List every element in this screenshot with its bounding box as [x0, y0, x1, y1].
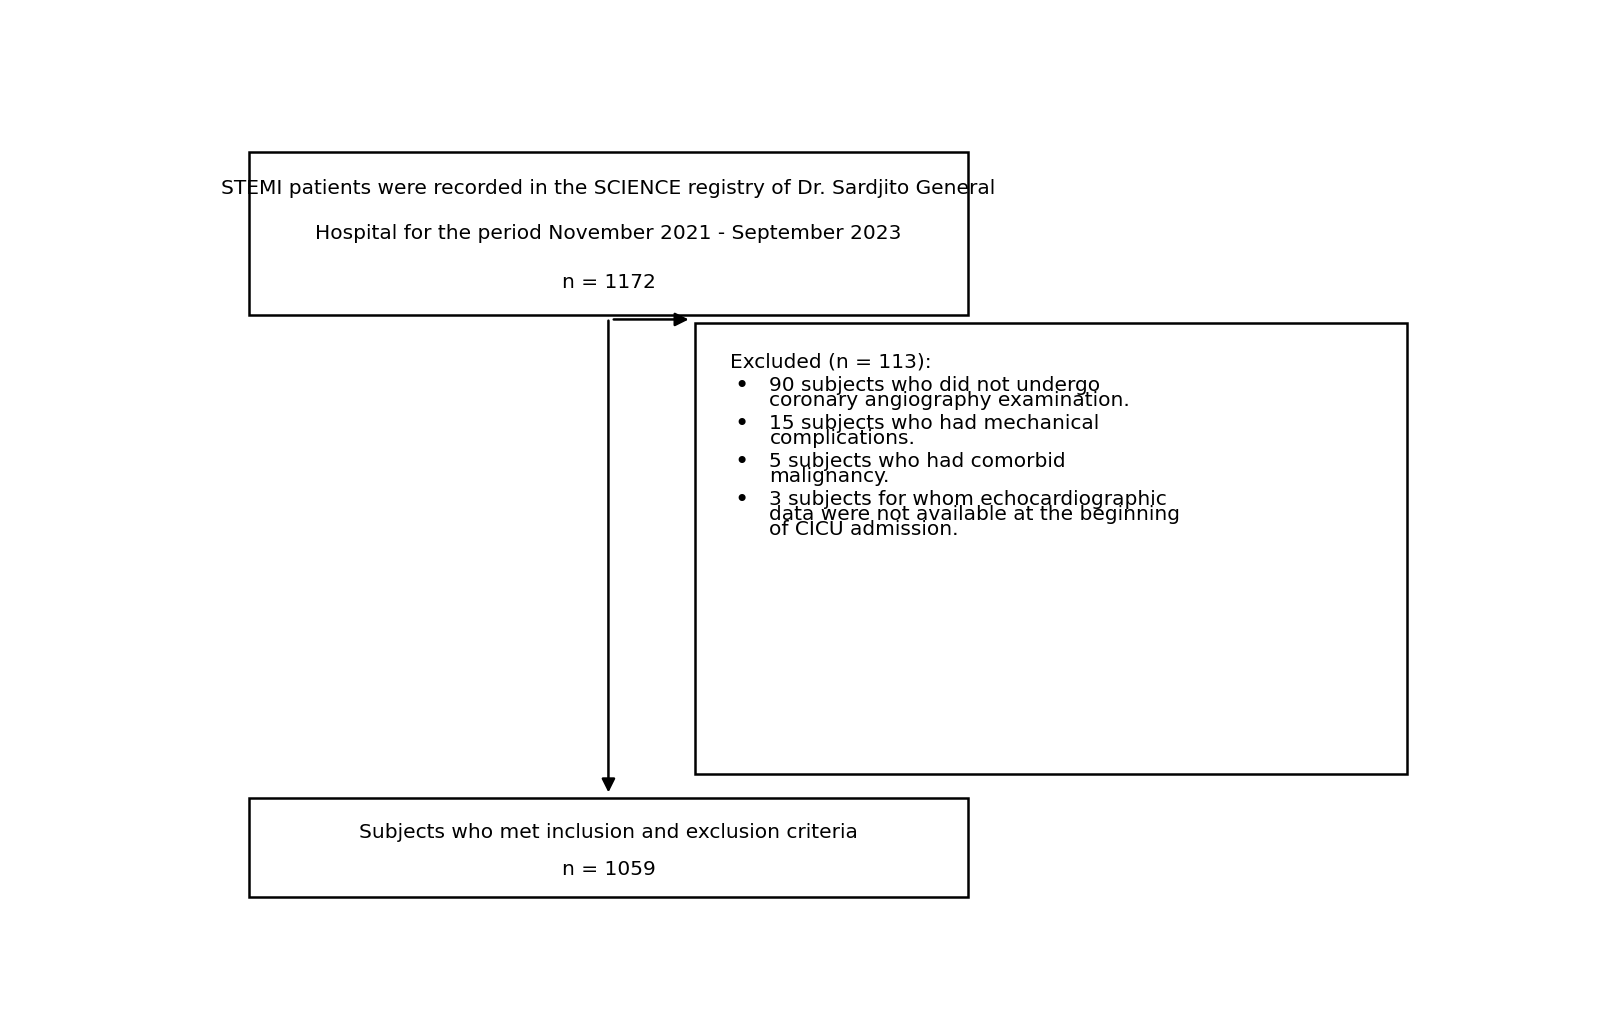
- Text: Hospital for the period November 2021 - September 2023: Hospital for the period November 2021 - …: [315, 225, 901, 243]
- Text: data were not available at the beginning: data were not available at the beginning: [770, 505, 1181, 525]
- FancyBboxPatch shape: [695, 323, 1408, 774]
- Text: 5 subjects who had comorbid: 5 subjects who had comorbid: [770, 452, 1066, 471]
- Text: malignancy.: malignancy.: [770, 467, 890, 486]
- Text: Excluded (n = 113):: Excluded (n = 113):: [730, 352, 932, 372]
- Text: 90 subjects who did not undergo: 90 subjects who did not undergo: [770, 377, 1101, 395]
- Text: •: •: [735, 487, 749, 511]
- Text: •: •: [735, 450, 749, 474]
- FancyBboxPatch shape: [249, 798, 968, 897]
- Text: 15 subjects who had mechanical: 15 subjects who had mechanical: [770, 414, 1099, 434]
- Text: coronary angiography examination.: coronary angiography examination.: [770, 391, 1130, 411]
- Text: •: •: [735, 412, 749, 436]
- Text: Subjects who met inclusion and exclusion criteria: Subjects who met inclusion and exclusion…: [360, 823, 858, 842]
- Text: n = 1172: n = 1172: [561, 273, 655, 292]
- Text: complications.: complications.: [770, 430, 916, 448]
- Text: STEMI patients were recorded in the SCIENCE registry of Dr. Sardjito General: STEMI patients were recorded in the SCIE…: [221, 178, 996, 198]
- FancyBboxPatch shape: [249, 152, 968, 316]
- Text: n = 1059: n = 1059: [561, 860, 655, 879]
- Text: 3 subjects for whom echocardiographic: 3 subjects for whom echocardiographic: [770, 491, 1167, 509]
- Text: •: •: [735, 374, 749, 397]
- Text: of CICU admission.: of CICU admission.: [770, 521, 959, 539]
